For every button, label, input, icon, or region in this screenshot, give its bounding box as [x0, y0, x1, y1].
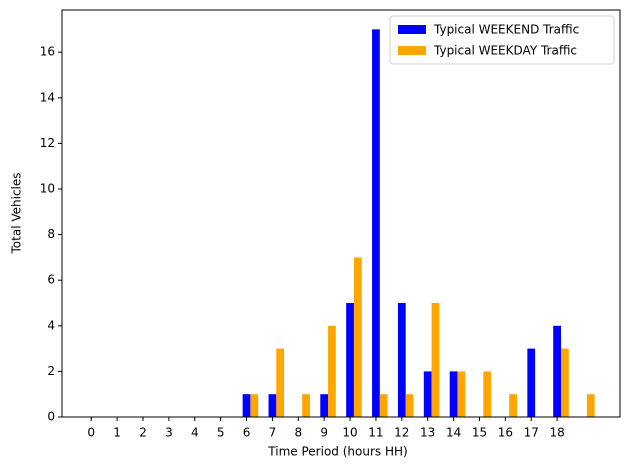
bar: [509, 394, 517, 417]
x-tick-label: 11: [368, 426, 383, 440]
x-tick-label: 13: [420, 426, 435, 440]
bar: [328, 325, 336, 417]
bar: [346, 302, 354, 417]
bar: [353, 257, 362, 417]
x-tick-label: 18: [549, 426, 564, 440]
x-tick-label: 3: [165, 426, 173, 440]
x-tick-label: 7: [269, 426, 277, 440]
legend-swatch: [398, 25, 426, 34]
x-tick-label: 2: [139, 426, 147, 440]
bar: [405, 394, 414, 417]
x-tick-label: 15: [472, 426, 487, 440]
bar: [560, 348, 569, 417]
x-tick-label: 14: [446, 426, 461, 440]
bar: [457, 371, 466, 417]
y-tick-label: 8: [47, 227, 55, 241]
y-tick-label: 0: [47, 410, 55, 424]
x-tick-label: 16: [498, 426, 513, 440]
y-tick-label: 2: [47, 364, 55, 378]
bar: [320, 394, 329, 417]
x-axis-label: Time Period (hours HH): [267, 445, 407, 459]
bar: [242, 394, 251, 417]
bar: [276, 348, 285, 417]
y-axis-label: Total Vehicles: [10, 172, 24, 254]
bar: [431, 302, 440, 417]
x-tick-label: 5: [217, 426, 225, 440]
bar: [379, 394, 388, 417]
bar: [483, 371, 492, 417]
plot-frame: [61, 9, 621, 418]
x-tick-label: 17: [524, 426, 539, 440]
x-tick-label: 4: [191, 426, 199, 440]
bar: [268, 394, 277, 417]
x-tick-label: 6: [243, 426, 251, 440]
bar: [397, 302, 406, 417]
x-tick-label: 8: [294, 426, 302, 440]
bar: [423, 371, 432, 417]
bar: [449, 371, 458, 417]
x-tick-label: 9: [320, 426, 328, 440]
bar: [372, 29, 380, 418]
x-tick-label: 10: [342, 426, 357, 440]
x-tick-label: 1: [113, 426, 121, 440]
y-tick-label: 16: [40, 45, 55, 59]
legend-box: [389, 15, 615, 65]
y-tick-label: 12: [40, 136, 55, 150]
legend-label: Typical WEEKEND Traffic: [433, 23, 579, 37]
bar: [527, 348, 536, 417]
legend-label: Typical WEEKDAY Traffic: [433, 44, 577, 58]
bar: [250, 394, 259, 417]
x-tick-label: 12: [394, 426, 409, 440]
bar: [586, 394, 595, 417]
y-tick-label: 4: [47, 318, 55, 332]
y-tick-label: 14: [40, 90, 55, 104]
bar: [553, 325, 561, 417]
bar: [302, 394, 310, 417]
y-tick-label: 6: [47, 273, 55, 287]
y-tick-label: 10: [40, 181, 55, 195]
x-tick-label: 0: [87, 426, 95, 440]
legend-swatch: [398, 46, 426, 55]
